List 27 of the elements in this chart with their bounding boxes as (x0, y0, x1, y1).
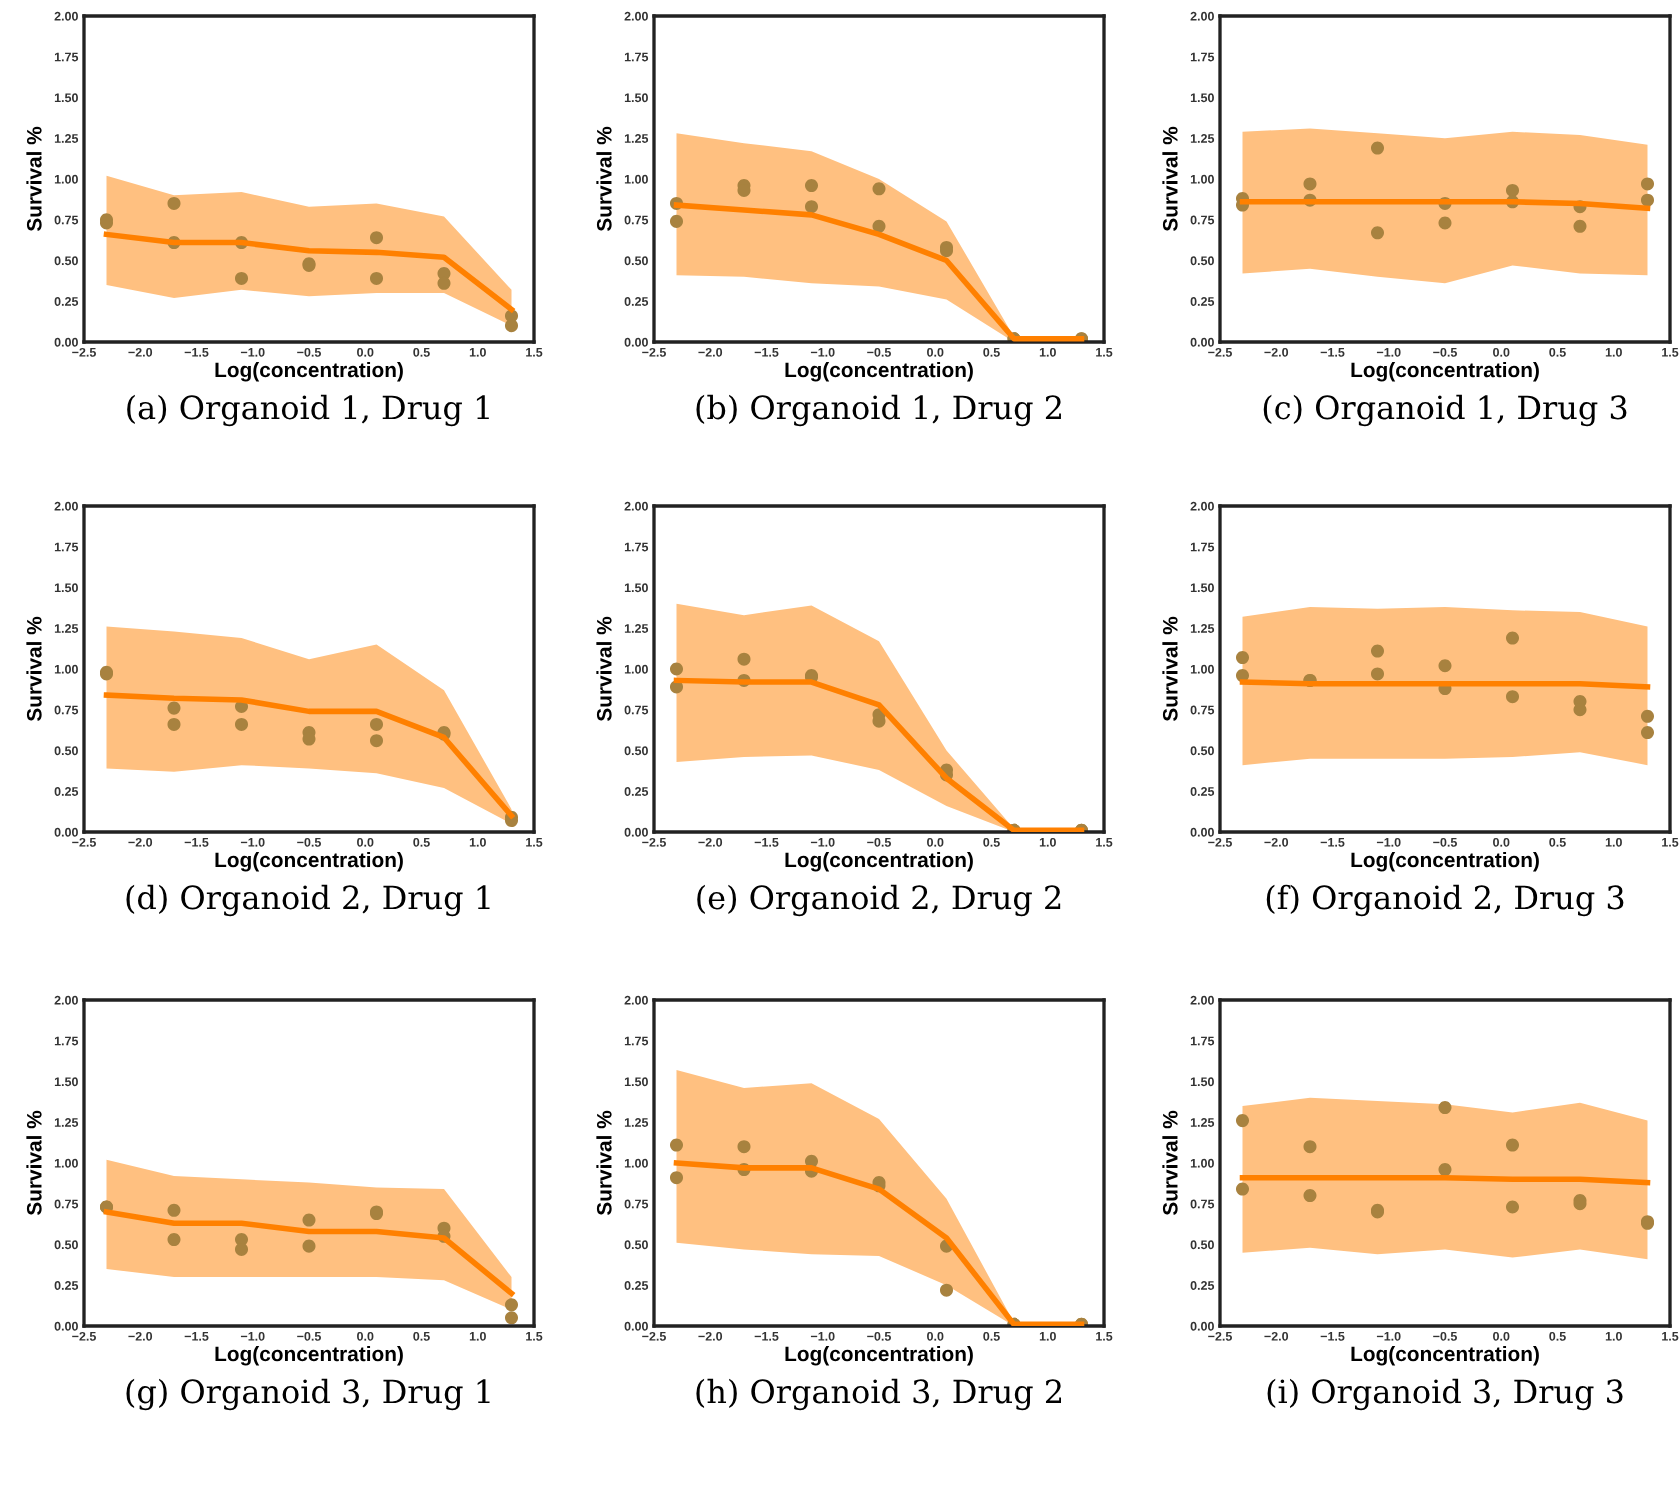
y-axis-title: Survival % (26, 616, 42, 722)
y-axis-title: Survival % (1162, 126, 1178, 232)
y-axis-title: Survival % (596, 126, 612, 232)
text: (c) Organoid 1, Drug 3 (1263, 394, 1627, 427)
y-axis-title: Survival % (596, 1110, 612, 1216)
text: (d) Organoid 2, Drug 1 (126, 884, 490, 917)
x-axis-title: Log(concentration) (215, 361, 403, 382)
text: (b) Organoid 1, Drug 2 (696, 394, 1061, 427)
text: (e) Organoid 2, Drug 2 (697, 884, 1061, 917)
text: (a) Organoid 1, Drug 1 (127, 394, 489, 427)
y-axis-title: Survival % (26, 126, 42, 232)
x-axis-title: Log(concentration) (785, 1345, 973, 1366)
y-axis-title: Survival % (596, 616, 612, 722)
text: (i) Organoid 3, Drug 3 (1267, 1378, 1623, 1411)
text: (h) Organoid 3, Drug 2 (696, 1378, 1061, 1411)
x-axis-title: Log(concentration) (785, 851, 973, 872)
x-axis-title: Log(concentration) (1351, 1345, 1539, 1366)
text: (g) Organoid 3, Drug 1 (126, 1378, 490, 1411)
y-axis-title: Survival % (26, 1110, 42, 1216)
y-axis-title: Survival % (1162, 1110, 1178, 1216)
x-axis-title: Log(concentration) (785, 361, 973, 382)
x-axis-title: Log(concentration) (1351, 851, 1539, 872)
y-axis-title: Survival % (1162, 616, 1178, 722)
x-axis-title: Log(concentration) (215, 1345, 403, 1366)
text: (f) Organoid 2, Drug 3 (1266, 884, 1624, 917)
x-axis-title: Log(concentration) (215, 851, 403, 872)
x-axis-title: Log(concentration) (1351, 361, 1539, 382)
